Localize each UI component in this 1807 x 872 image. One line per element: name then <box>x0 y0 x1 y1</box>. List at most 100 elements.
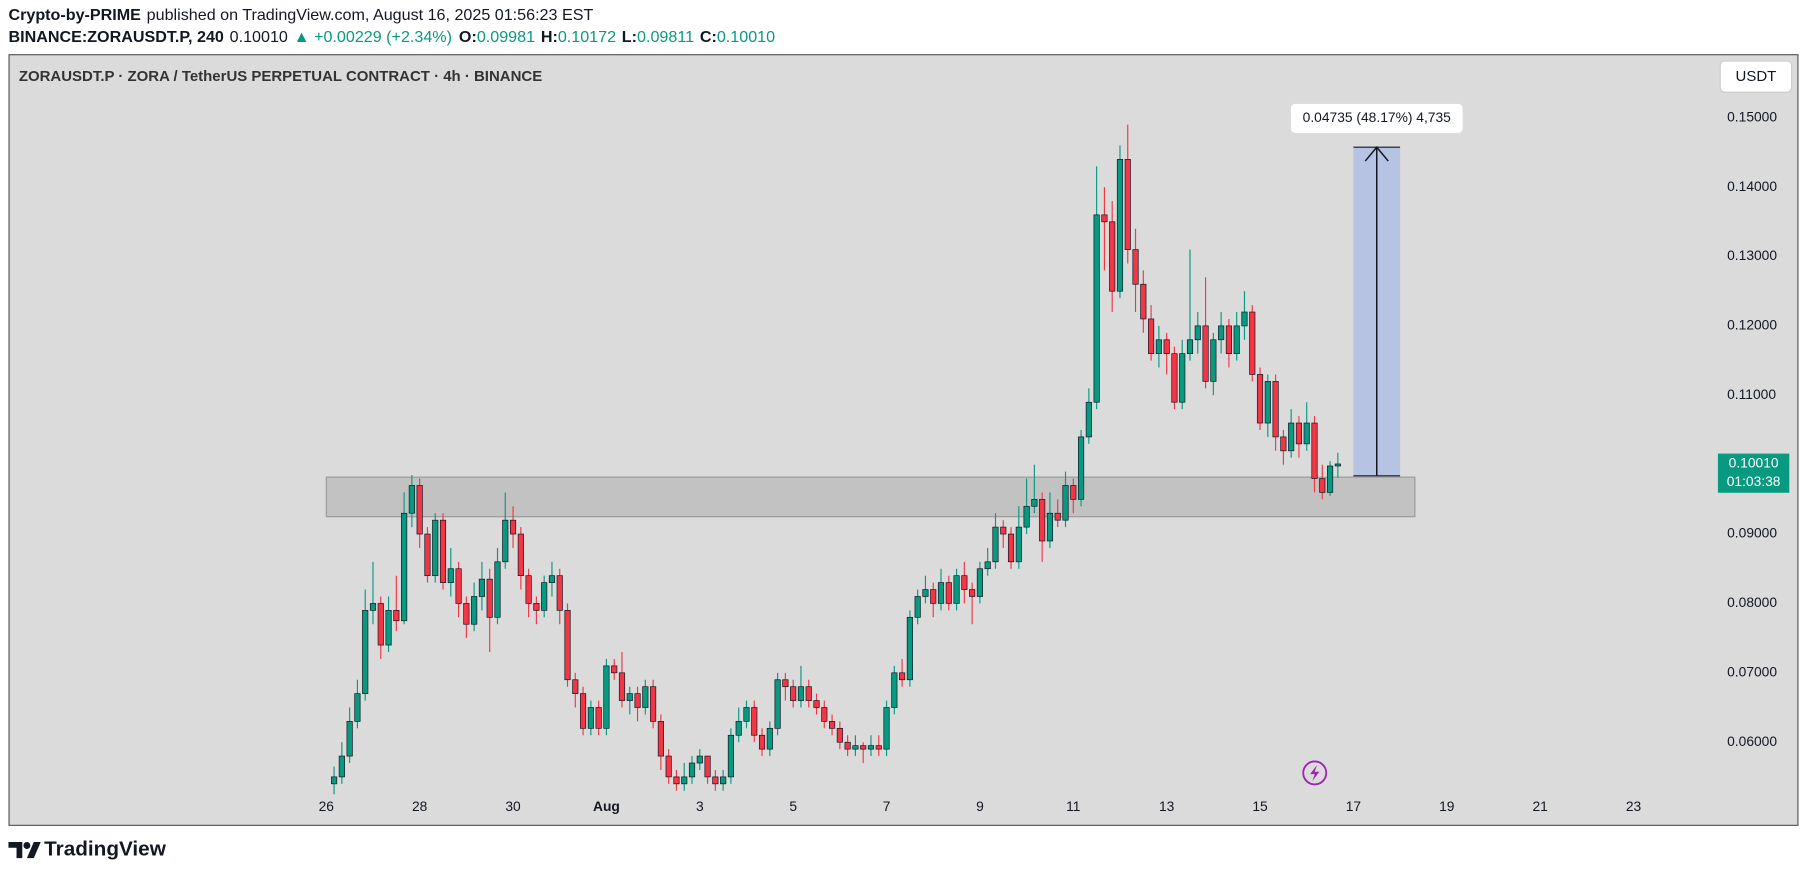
candle-body <box>681 776 688 785</box>
candle-body <box>1077 436 1085 500</box>
x-tick-label: 21 <box>1532 798 1547 814</box>
brand: TradingView <box>44 838 167 861</box>
y-tick-label: 0.14000 <box>1727 178 1777 194</box>
candle-body <box>369 603 377 611</box>
candle-body <box>867 745 875 750</box>
candle-body <box>782 679 789 688</box>
candle-body <box>1194 325 1201 341</box>
x-tick-label: 5 <box>789 798 797 814</box>
candle-body <box>657 721 664 757</box>
candle-body <box>1256 374 1264 424</box>
candle-body <box>1046 512 1054 542</box>
candle-body <box>790 686 797 701</box>
countdown: 01:03:38 <box>1727 473 1781 489</box>
candle-body <box>1264 381 1271 424</box>
candle-body <box>447 568 454 583</box>
candle-body <box>813 700 820 708</box>
candle-body <box>1163 339 1170 354</box>
candle-body <box>509 519 517 535</box>
candle-body <box>1000 526 1007 535</box>
candle-body <box>673 776 680 785</box>
candle-body <box>984 561 991 570</box>
ohlc-value: 0.10172 <box>558 28 616 46</box>
candle-body <box>1179 353 1186 403</box>
candle-body <box>385 610 392 646</box>
x-tick-label: 13 <box>1159 798 1175 814</box>
x-tick-label: 11 <box>1066 798 1080 814</box>
y-tick-label: 0.11000 <box>1727 386 1776 402</box>
candle-body <box>354 693 361 722</box>
symbol: BINANCE:ZORAUSDT.P, 240 <box>8 28 223 46</box>
candle-body <box>455 568 462 604</box>
candle-body <box>1007 533 1015 563</box>
candle-body <box>618 672 626 701</box>
candle-body <box>533 603 540 611</box>
candle-body <box>899 672 906 681</box>
symbol-line: BINANCE:ZORAUSDT.P, 240 0.10010 ▲ +0.00229… <box>8 28 775 46</box>
candle-body <box>1288 422 1295 452</box>
measure-label-box <box>1289 102 1464 134</box>
candle-body <box>471 596 478 625</box>
candle-body <box>1070 485 1077 500</box>
candle-body <box>587 707 594 729</box>
author: Crypto-by-PRIME <box>8 6 141 24</box>
candle-body <box>727 734 734 778</box>
candle-body <box>408 485 415 514</box>
candle-body <box>875 745 882 750</box>
brand-logo <box>8 842 41 859</box>
candle-body <box>611 665 618 674</box>
alert-icon[interactable] <box>1302 760 1328 786</box>
candle-body <box>1210 339 1217 382</box>
candle-body <box>1186 339 1194 354</box>
candle-body <box>712 776 719 785</box>
candle-body <box>992 526 999 563</box>
candle-body <box>891 672 898 708</box>
candle-body <box>432 519 439 577</box>
last-price-label: 0.10010 <box>1729 455 1779 471</box>
x-tick-label: 7 <box>883 798 891 814</box>
candle-body <box>377 603 384 646</box>
candle-body <box>961 575 968 590</box>
x-tick-label: 17 <box>1346 798 1361 814</box>
candle-body <box>953 575 960 604</box>
candle-body <box>401 512 408 622</box>
y-tick-label: 0.13000 <box>1727 247 1777 263</box>
candle-body <box>650 686 657 722</box>
x-tick-label: 30 <box>505 798 521 814</box>
candle-body <box>922 589 929 597</box>
candle-body <box>805 686 812 701</box>
candle-body <box>1171 353 1178 403</box>
last-price-tag <box>1717 453 1790 493</box>
candle-body <box>976 568 983 597</box>
candle-body <box>548 575 556 583</box>
candle-body <box>1015 526 1022 563</box>
ohlc-label: C: <box>700 28 717 46</box>
candle-body <box>758 734 766 750</box>
candle-body <box>937 582 945 604</box>
candle-body <box>914 596 921 618</box>
candle-body <box>704 755 711 778</box>
candle-body <box>424 533 431 577</box>
measure-label: 0.04735 (48.17%) 4,735 <box>1303 109 1452 125</box>
candle-body <box>1101 214 1108 223</box>
candle-body <box>1202 325 1209 382</box>
candle-body <box>580 693 587 729</box>
change: ▲ +0.00229 (+2.34%) <box>294 28 452 46</box>
candle-body <box>751 707 758 736</box>
candle-body <box>1109 221 1116 292</box>
candle-body <box>626 693 633 701</box>
x-tick-label: 15 <box>1252 798 1268 814</box>
candle-body <box>1303 422 1310 445</box>
chart-title: ZORAUSDT.P · ZORA / TetherUS PERPETUAL C… <box>19 68 542 85</box>
candle-body <box>416 485 423 535</box>
header-line: Crypto-by-PRIME published on TradingView.… <box>8 6 593 24</box>
candle-body <box>696 755 703 764</box>
candle-body <box>502 519 509 563</box>
candle-body <box>860 745 867 750</box>
y-tick-label: 0.07000 <box>1727 663 1777 679</box>
candle-body <box>1280 436 1287 452</box>
x-tick-label: 9 <box>976 798 984 814</box>
candle-body <box>836 727 843 743</box>
currency-button[interactable] <box>1719 60 1793 93</box>
ohlc-value: 0.09981 <box>477 28 535 46</box>
